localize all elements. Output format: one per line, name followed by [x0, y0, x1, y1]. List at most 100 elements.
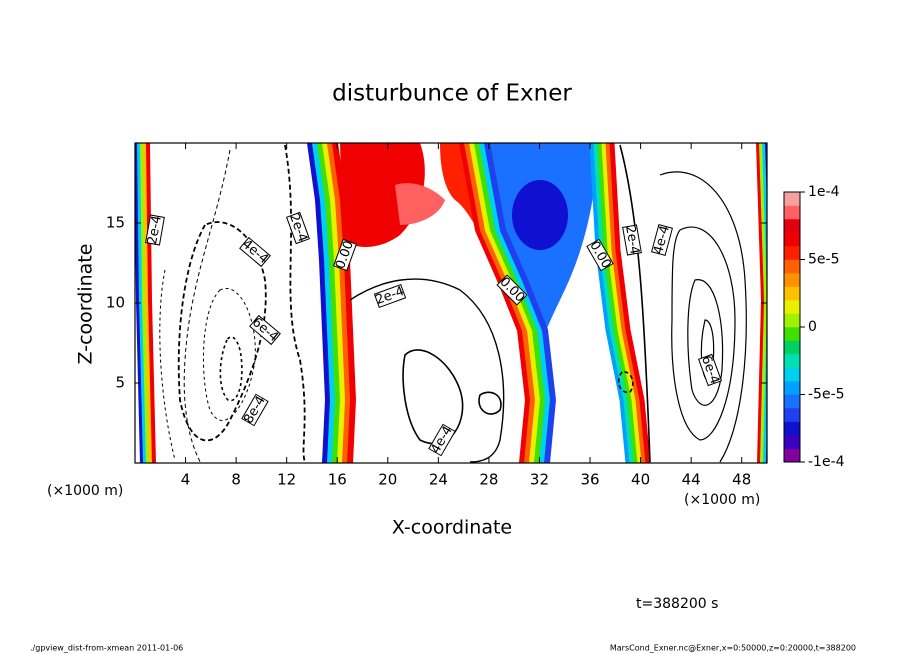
contour-line: [402, 349, 464, 445]
filled-band: [322, 143, 347, 463]
filled-band: [469, 143, 542, 463]
colorbar-tick-label: -1e-4: [808, 454, 845, 470]
filled-band: [135, 143, 144, 463]
contour-label: 8e-4: [241, 394, 269, 427]
colorbar-band: [784, 192, 800, 206]
filled-band: [756, 143, 766, 463]
colorbar-band: [784, 367, 800, 382]
colorbar-tick-label: -5e-5: [808, 387, 845, 403]
x-tick-label: 12: [277, 471, 296, 489]
colorbar-band: [784, 232, 800, 247]
filled-band: [143, 143, 153, 463]
colorbar-band: [784, 205, 800, 220]
contour-line: [202, 287, 256, 421]
colorbar-band: [784, 300, 800, 314]
x-tick-label: 36: [580, 471, 599, 489]
colorbar-tick-label: 1e-4: [808, 184, 840, 200]
filled-band: [601, 143, 643, 463]
colorbar-band: [784, 273, 800, 287]
filled-band: [140, 143, 150, 463]
filled-band: [589, 143, 631, 463]
colorbar-band: [784, 421, 800, 436]
y-tick-label: 15: [106, 214, 125, 232]
contour-label-bg: [373, 283, 407, 309]
contour-label-bg: [651, 224, 673, 256]
filled-band: [765, 143, 767, 463]
x-tick-label: 44: [682, 471, 701, 489]
filled-band: [317, 143, 342, 463]
y-unit-label: (×1000 m): [47, 483, 123, 499]
field: [135, 143, 767, 463]
filled-band: [327, 143, 352, 463]
colorbar-band: [784, 246, 800, 260]
filled-band: [484, 143, 557, 463]
contour-label: 6e-4: [698, 354, 722, 387]
contour-line: [687, 279, 724, 406]
contour-line: [618, 371, 634, 394]
filled-band: [593, 143, 635, 463]
filled-band: [464, 143, 537, 463]
contour-label-bg: [239, 236, 271, 268]
filled-band: [332, 143, 357, 463]
contour-label-bg: [586, 238, 614, 272]
contour-label: 4e-4: [239, 237, 271, 267]
filled-band: [762, 143, 767, 463]
filled-band: [609, 143, 651, 463]
filled-band: [307, 143, 332, 463]
contour-line: [284, 144, 306, 463]
contour-label: 2e-4: [374, 284, 407, 308]
filled-band: [459, 143, 532, 463]
x-tick-label: 20: [378, 471, 397, 489]
contour-lines: 2e-44e-42e-40.006e-48e-42e-44e-40.000.00…: [145, 144, 747, 463]
contour-label-bg: [622, 224, 642, 256]
colorbar-band: [784, 259, 800, 274]
x-tick-label: 24: [429, 471, 448, 489]
filled-region: [395, 183, 445, 225]
colorbar-band: [784, 448, 800, 463]
filled-band: [474, 143, 547, 463]
x-unit-label: (×1000 m): [684, 492, 760, 508]
x-tick-label: 28: [479, 471, 498, 489]
x-tick-label: 16: [328, 471, 347, 489]
footer-left: ./gpview_dist-from-xmean 2011-01-06: [30, 644, 183, 653]
y-tick-label: 10: [106, 294, 125, 312]
contour-label-bg: [428, 423, 456, 457]
contour-label: 2e-4: [145, 214, 165, 245]
colorbar-band: [784, 381, 800, 395]
y-tick-label: 5: [115, 374, 125, 392]
contour-label: 4e-4: [428, 424, 456, 457]
filled-region: [512, 180, 568, 250]
contour-line: [177, 221, 267, 442]
contour-label-bg: [145, 214, 165, 246]
colorbar-band: [784, 435, 800, 449]
colorbar-band: [784, 340, 800, 355]
footer-right: MarsCond_Exner.nc@Exner,x=0:50000,z=0:20…: [610, 644, 856, 653]
colorbar-band: [784, 408, 800, 422]
filled-band: [597, 143, 639, 463]
contour-line: [349, 278, 505, 463]
contour-line: [478, 391, 502, 415]
contour-line: [159, 269, 176, 461]
contour-label: 2e-4: [622, 224, 642, 255]
filled-band: [759, 143, 767, 463]
x-tick-label: 40: [631, 471, 650, 489]
filled-band: [605, 143, 647, 463]
contour-label-bg: [241, 393, 269, 427]
contour-line: [183, 149, 231, 463]
contour-line: [659, 171, 747, 463]
contour-label-bg: [249, 314, 281, 346]
colorbar-band: [784, 313, 800, 328]
contour-line: [619, 144, 651, 463]
contour-label-bg: [332, 238, 358, 272]
colorbar-band: [784, 286, 800, 301]
x-tick-label: 4: [181, 471, 191, 489]
contour-label-bg: [285, 211, 311, 245]
x-axis-label: X-coordinate: [392, 517, 512, 539]
chart-title: disturbunce of Exner: [332, 81, 572, 107]
contour-label: 4e-4: [651, 224, 673, 256]
contour-label-bg: [496, 274, 528, 306]
colorbar-band: [784, 219, 800, 233]
filled-band: [137, 143, 147, 463]
y-axis-label: Z-coordinate: [75, 244, 97, 365]
